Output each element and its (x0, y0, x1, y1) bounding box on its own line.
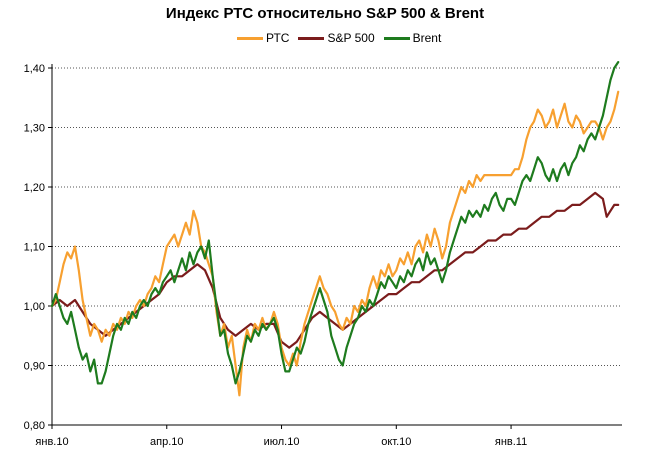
y-tick-label: 0,80 (24, 420, 45, 432)
y-tick-label: 1,00 (24, 301, 45, 313)
x-tick-label: апр.10 (150, 436, 183, 448)
legend-swatch-sp500 (298, 36, 325, 40)
series-line-rts (50, 90, 620, 397)
legend-item-brent: Brent (383, 31, 442, 45)
series-line-brent (50, 61, 620, 385)
y-tick-label: 1,40 (24, 63, 45, 75)
chart-title: Индекс РТС относительно S&P 500 & Brent (165, 5, 485, 22)
series-line-sp500 (50, 191, 620, 349)
x-tick-label: июл.10 (264, 436, 300, 448)
x-tick-label: янв.10 (35, 436, 68, 448)
x-tick-label: янв.11 (495, 436, 527, 448)
legend: РТС S&P 500 Brent (237, 31, 450, 45)
y-tick-label: 1,30 (24, 123, 45, 135)
legend-swatch-brent (383, 36, 410, 40)
legend-label-rts: РТС (266, 31, 290, 45)
x-tick-label: окт.10 (381, 436, 411, 448)
legend-item-rts: РТС (237, 31, 289, 45)
legend-swatch-rts (237, 36, 263, 40)
legend-label-brent: Brent (412, 31, 442, 45)
legend-label-sp500: S&P 500 (327, 31, 375, 45)
y-tick-label: 1,10 (24, 242, 45, 254)
y-tick-label: 1,20 (24, 182, 45, 194)
legend-item-sp500: S&P 500 (298, 31, 375, 45)
y-tick-label: 0,90 (24, 361, 45, 373)
